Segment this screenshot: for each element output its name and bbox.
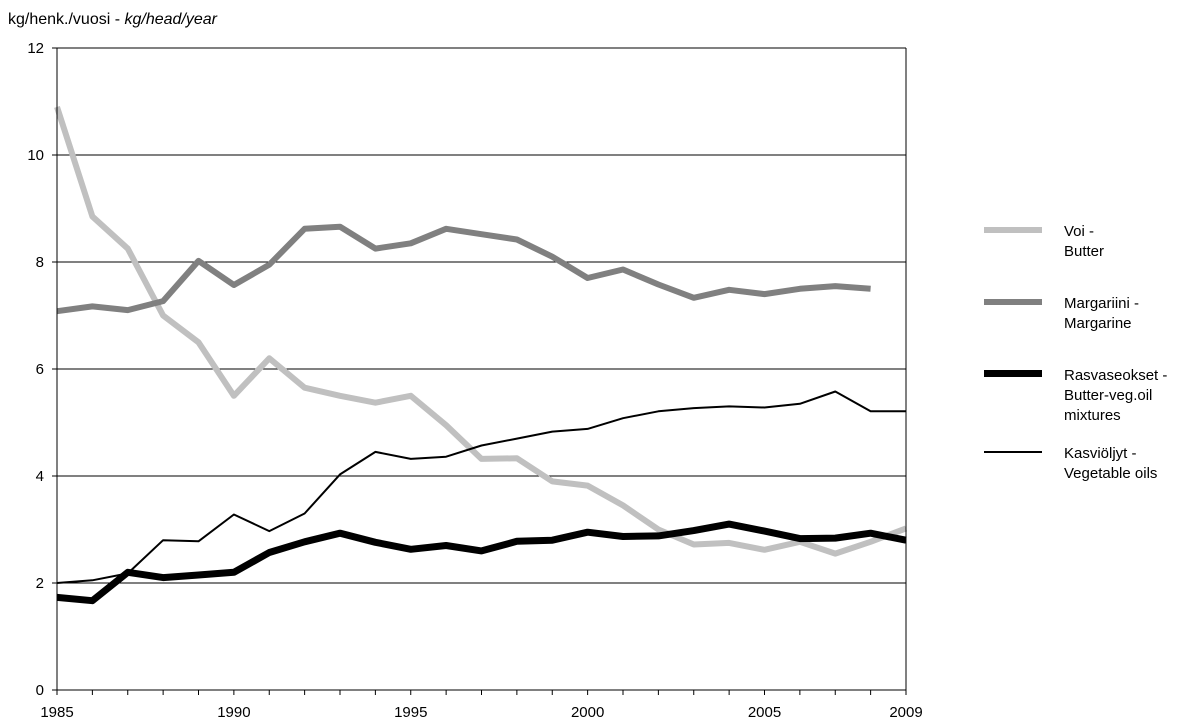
legend-label-margarine: Margariini - Margarine	[1064, 294, 1189, 334]
x-tick-label: 1995	[394, 704, 427, 721]
y-tick-label: 2	[36, 575, 44, 592]
legend-item-mixtures: Rasvaseokset - Butter-veg.oil mixtures	[984, 366, 1194, 444]
series-line-butter	[54, 105, 908, 557]
legend-label-line: Vegetable oils	[1064, 465, 1158, 482]
grid-lines	[57, 47, 906, 584]
legend-label-line: Butter	[1064, 243, 1105, 260]
series-line-margarine	[56, 223, 871, 315]
y-tick-label: 6	[36, 361, 44, 378]
y-axis-unit-label: kg/henk./vuosi - kg/head/year	[8, 11, 217, 29]
legend-item-vegetable-oils: Kasviöljyt - Vegetable oils	[984, 444, 1194, 516]
y-tick-label: 4	[36, 468, 44, 485]
x-tick-label: 1985	[40, 704, 73, 721]
legend-label-line: Margarine	[1064, 315, 1132, 332]
legend-label-line: Butter-veg.oil	[1064, 387, 1153, 404]
legend-label-line: Margariini -	[1064, 295, 1140, 312]
y-tick-label: 0	[36, 682, 44, 699]
legend-swatch-mixtures	[984, 370, 1042, 377]
series-lines	[54, 105, 908, 605]
legend-label-vegetable-oils: Kasviöljyt - Vegetable oils	[1064, 444, 1189, 484]
legend-label-line: Rasvaseokset -	[1064, 367, 1168, 384]
y-tick-label: 10	[27, 147, 44, 164]
x-tick-label: 2005	[748, 704, 781, 721]
legend: Voi - Butter Margariini - Margarine Rasv…	[984, 222, 1194, 516]
legend-swatch-butter	[984, 227, 1042, 233]
legend-item-butter: Voi - Butter	[984, 222, 1194, 294]
legend-label-line: Voi -	[1064, 223, 1095, 240]
x-tick-label: 1990	[217, 704, 250, 721]
legend-label-mixtures: Rasvaseokset - Butter-veg.oil mixtures	[1064, 366, 1189, 426]
y-axis-unit-italic: kg/head/year	[124, 11, 218, 28]
tick-labels: 0 2 4 6 8 10 12 1985 1990 1995 2000 2005 2009	[27, 40, 922, 721]
x-tick-label: 2000	[571, 704, 604, 721]
series-line-vegetable-oils	[56, 390, 906, 584]
y-tick-label: 12	[27, 40, 44, 57]
legend-label-line: mixtures	[1064, 407, 1121, 424]
x-tick-label: 2009	[889, 704, 922, 721]
series-line-mixtures	[56, 520, 907, 605]
legend-swatch-margarine	[984, 299, 1042, 305]
legend-swatch-vegetable-oils	[984, 451, 1042, 453]
legend-item-margarine: Margariini - Margarine	[984, 294, 1194, 366]
y-axis-unit-prefix: kg/henk./vuosi -	[8, 11, 125, 28]
y-tick-label: 8	[36, 254, 44, 271]
legend-label-butter: Voi - Butter	[1064, 222, 1189, 262]
legend-label-line: Kasviöljyt -	[1064, 445, 1137, 462]
